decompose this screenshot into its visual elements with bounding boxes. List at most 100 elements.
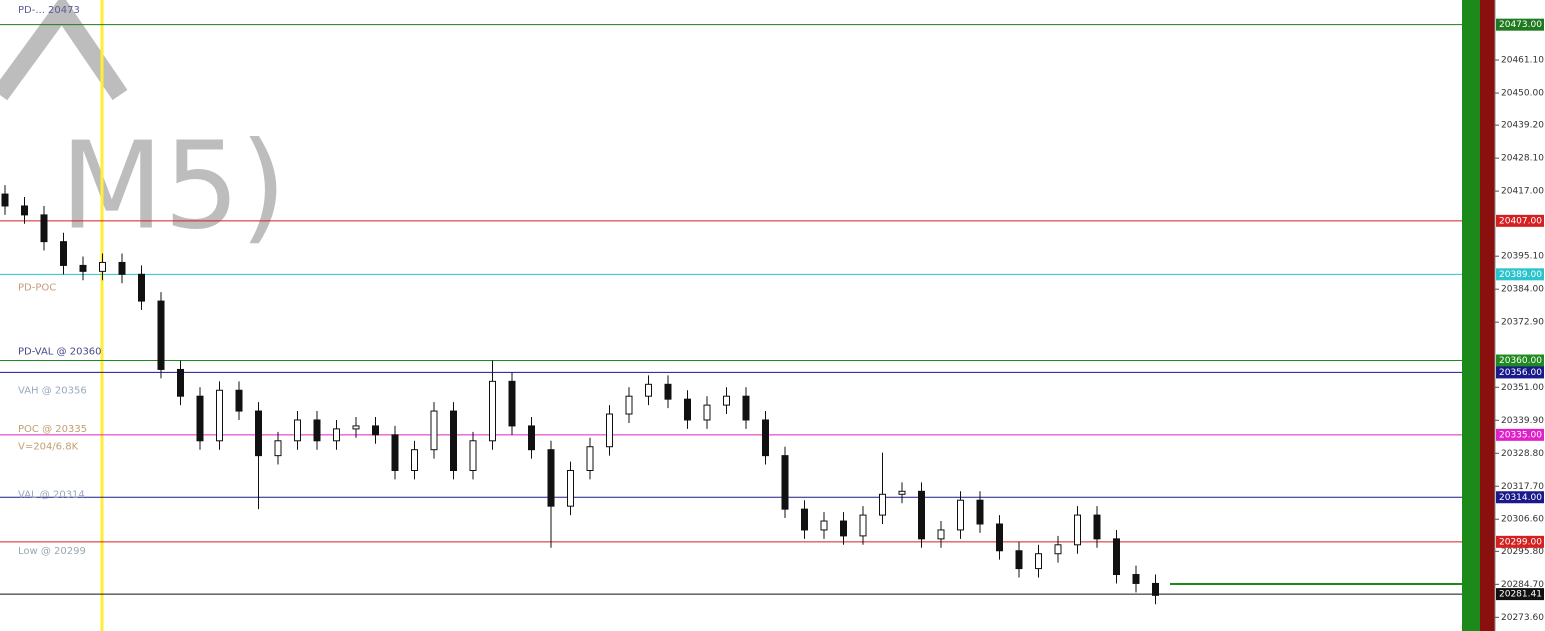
level-label: 20335.00 xyxy=(1499,430,1542,440)
candle-body xyxy=(703,404,711,421)
candle-body xyxy=(216,389,223,442)
candle-body xyxy=(294,419,301,442)
candle-body xyxy=(859,514,867,537)
candle-body xyxy=(255,410,262,457)
candle-body xyxy=(40,214,48,243)
candle-body xyxy=(1015,550,1023,570)
candle-body xyxy=(723,395,730,406)
y-tick-label: 20417.00 xyxy=(1501,187,1544,197)
candle-body xyxy=(547,449,555,507)
y-tick-label: 20328.80 xyxy=(1501,449,1544,459)
candle-body xyxy=(196,395,204,442)
candle-body xyxy=(820,520,828,531)
candle-body xyxy=(606,413,613,448)
y-tick-label: 20395.10 xyxy=(1501,252,1544,262)
y-tick-label: 20372.90 xyxy=(1501,318,1544,328)
candle-body xyxy=(742,395,750,421)
candle-body xyxy=(918,490,925,540)
candle-body xyxy=(664,383,672,400)
watermark: M5) xyxy=(60,118,287,257)
annotation: Low @ 20299 xyxy=(18,546,86,557)
level-tag xyxy=(1496,491,1544,504)
level-tag xyxy=(1496,588,1544,601)
candle-body xyxy=(1035,553,1042,570)
level-tag xyxy=(1496,354,1544,367)
candle-body xyxy=(586,446,594,472)
candle-body xyxy=(60,241,67,266)
level-label: 20281.41 xyxy=(1499,590,1542,600)
candle-body xyxy=(781,455,789,510)
candle-body xyxy=(937,529,945,540)
level-tag xyxy=(1496,214,1544,227)
y-tick-label: 20339.90 xyxy=(1501,416,1544,426)
level-tag xyxy=(1496,366,1544,379)
candle-body xyxy=(684,398,691,421)
y-tick-label: 20439.20 xyxy=(1501,121,1544,131)
y-tick-label: 20317.70 xyxy=(1501,482,1544,492)
level-tag xyxy=(1496,535,1544,548)
candle-body xyxy=(1074,514,1081,546)
candle-body xyxy=(1152,582,1159,596)
candle-body xyxy=(976,499,984,525)
candle-body xyxy=(352,425,360,430)
candle-body xyxy=(391,434,399,472)
candle-body xyxy=(625,395,633,415)
strength-bar-green xyxy=(1462,0,1480,631)
level-tag xyxy=(1496,268,1544,281)
annotation: VAL @ 20314 xyxy=(18,489,85,500)
candle-body xyxy=(801,508,808,531)
level-label: 20299.00 xyxy=(1499,537,1542,547)
candle-body xyxy=(118,261,126,275)
y-tick-label: 20295.80 xyxy=(1501,547,1544,557)
y-tick-label: 20351.00 xyxy=(1501,383,1544,393)
candle-body xyxy=(879,493,886,516)
y-tick-label: 20428.10 xyxy=(1501,154,1544,164)
candle-body xyxy=(957,499,964,531)
candle-body xyxy=(430,410,438,451)
annotation: PD-... 20473 xyxy=(18,5,80,16)
strength-bar-red xyxy=(1480,0,1495,631)
candle-body xyxy=(762,419,769,457)
candle-body xyxy=(840,520,847,537)
candle-body xyxy=(411,449,418,472)
level-label: 20407.00 xyxy=(1499,216,1542,226)
candle-body xyxy=(1,193,9,207)
level-label: 20360.00 xyxy=(1499,356,1542,366)
candle-body xyxy=(21,205,28,216)
candle-body xyxy=(372,425,379,436)
candle-body xyxy=(645,383,652,397)
candle-body xyxy=(333,428,340,442)
candle-body xyxy=(1093,514,1101,540)
annotation: PD-VAL @ 20360 xyxy=(18,347,102,358)
level-label: 20389.00 xyxy=(1499,270,1542,280)
y-tick-label: 20284.70 xyxy=(1501,580,1544,590)
level-label: 20356.00 xyxy=(1499,368,1542,378)
candle-body xyxy=(528,425,535,451)
annotation: V=204/6.8K xyxy=(18,442,79,453)
y-tick-label: 20384.00 xyxy=(1501,285,1544,295)
candle-body xyxy=(79,264,87,272)
annotation: PD-POC xyxy=(18,283,56,294)
candle-body xyxy=(313,419,321,442)
candle-body xyxy=(489,380,496,442)
level-tag xyxy=(1496,428,1544,441)
candle-body xyxy=(99,261,106,272)
candle-body xyxy=(1054,544,1062,555)
y-tick-label: 20461.10 xyxy=(1501,56,1544,66)
candle-body xyxy=(469,440,477,472)
annotation: VAH @ 20356 xyxy=(18,385,87,396)
candle-body xyxy=(508,380,516,427)
candle-body xyxy=(1132,574,1140,584)
candle-body xyxy=(235,389,243,412)
candle-body xyxy=(177,368,184,397)
level-tag xyxy=(1496,18,1544,31)
level-label: 20314.00 xyxy=(1499,493,1542,503)
candle-body xyxy=(1113,538,1120,576)
annotation: POC @ 20335 xyxy=(18,424,87,435)
y-tick-label: 20450.00 xyxy=(1501,89,1544,99)
y-tick-label: 20273.60 xyxy=(1501,613,1544,623)
y-tick-label: 20306.60 xyxy=(1501,515,1544,525)
candle-body xyxy=(274,440,282,457)
